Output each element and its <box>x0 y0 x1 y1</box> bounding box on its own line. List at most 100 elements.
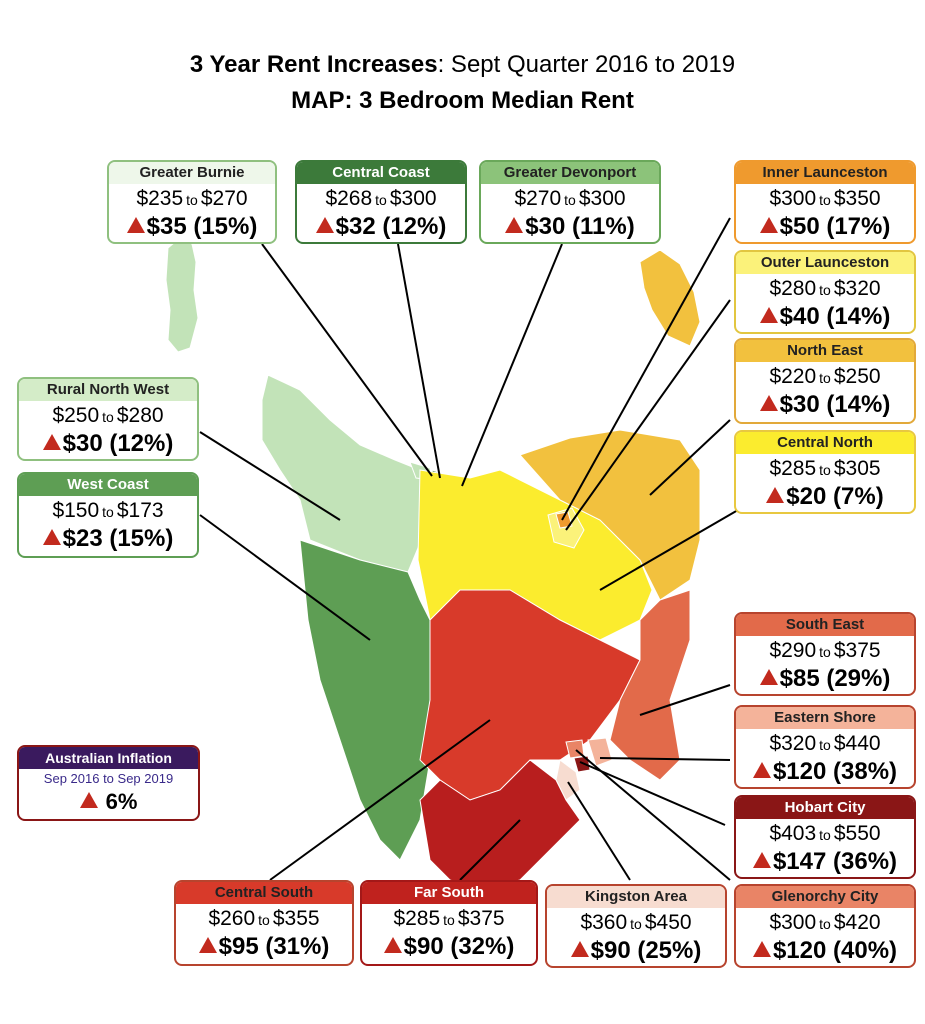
rent-to: $350 <box>833 187 881 210</box>
card-central-north: Central North $285 to $305 $20 (7%) <box>734 430 916 514</box>
card-australian-inflation: Australian Inflation Sep 2016 to Sep 201… <box>17 745 200 821</box>
to-word: to <box>375 192 387 208</box>
to-word: to <box>102 504 114 520</box>
region-rural-north-west <box>261 374 431 573</box>
to-word: to <box>564 192 576 208</box>
to-word: to <box>819 192 831 208</box>
card-title: Central North <box>736 432 914 454</box>
card-title: Hobart City <box>736 797 914 819</box>
region-inner-launceston <box>555 511 573 529</box>
rent-to: $375 <box>833 639 881 662</box>
card-greater-burnie: Greater Burnie $235 to $270 $35 (15%) <box>107 160 277 244</box>
rent-from: $220 <box>769 365 817 388</box>
rent-increase: $35 (15%) <box>146 213 258 240</box>
increase-triangle-icon <box>42 529 61 545</box>
card-central-coast: Central Coast $268 to $300 $32 (12%) <box>295 160 467 244</box>
rent-from: $360 <box>580 911 628 934</box>
region-hobart-city <box>573 755 591 773</box>
rent-to: $270 <box>200 187 248 210</box>
rent-to: $440 <box>833 732 881 755</box>
to-word: to <box>819 282 831 298</box>
rent-increase: $30 (12%) <box>62 430 174 457</box>
increase-triangle-icon <box>759 669 778 685</box>
rent-to: $375 <box>457 907 505 930</box>
rent-from: $320 <box>769 732 817 755</box>
inflation-title: Australian Inflation <box>19 747 198 769</box>
rent-to: $300 <box>389 187 437 210</box>
rent-to: $280 <box>116 404 164 427</box>
increase-triangle-icon <box>383 937 402 953</box>
card-eastern-shore: Eastern Shore $320 to $440 $120 (38%) <box>734 705 916 789</box>
rent-from: $300 <box>769 187 817 210</box>
increase-triangle-icon <box>759 395 778 411</box>
card-far-south: Far South $285 to $375 $90 (32%) <box>360 880 538 966</box>
card-title: Rural North West <box>19 379 197 401</box>
to-word: to <box>102 409 114 425</box>
rent-increase: $95 (31%) <box>218 933 330 960</box>
card-west-coast: West Coast $150 to $173 $23 (15%) <box>17 472 199 558</box>
region-eastern-shore <box>587 737 613 767</box>
to-word: to <box>819 462 831 478</box>
card-hobart-city: Hobart City $403 to $550 $147 (36%) <box>734 795 916 879</box>
rent-to: $320 <box>833 277 881 300</box>
card-inner-launceston: Inner Launceston $300 to $350 $50 (17%) <box>734 160 916 244</box>
rent-increase: $120 (40%) <box>772 937 898 964</box>
card-title: Central Coast <box>297 162 465 184</box>
increase-triangle-icon <box>79 792 98 808</box>
rent-to: $450 <box>644 911 692 934</box>
rent-from: $300 <box>769 911 817 934</box>
increase-triangle-icon <box>198 937 217 953</box>
card-title: Glenorchy City <box>736 886 914 908</box>
rent-increase: $120 (38%) <box>772 758 898 785</box>
card-title: North East <box>736 340 914 362</box>
rent-increase: $32 (12%) <box>335 213 447 240</box>
rent-to: $550 <box>833 822 881 845</box>
rent-increase: $20 (7%) <box>786 483 884 510</box>
card-title: Greater Devonport <box>481 162 659 184</box>
rent-increase: $50 (17%) <box>779 213 891 240</box>
rent-from: $235 <box>136 187 184 210</box>
to-word: to <box>443 912 455 928</box>
to-word: to <box>258 912 270 928</box>
rent-from: $280 <box>769 277 817 300</box>
increase-triangle-icon <box>759 307 778 323</box>
to-word: to <box>819 737 831 753</box>
card-outer-launceston: Outer Launceston $280 to $320 $40 (14%) <box>734 250 916 334</box>
rent-increase: $30 (11%) <box>525 213 635 240</box>
increase-triangle-icon <box>126 217 145 233</box>
card-title: Inner Launceston <box>736 162 914 184</box>
card-glenorchy-city: Glenorchy City $300 to $420 $120 (40%) <box>734 884 916 968</box>
rent-increase: $85 (29%) <box>779 665 891 692</box>
to-word: to <box>819 827 831 843</box>
rent-from: $403 <box>769 822 817 845</box>
rent-to: $173 <box>116 499 164 522</box>
card-title: South East <box>736 614 914 636</box>
rent-increase: $30 (14%) <box>779 391 891 418</box>
rent-from: $270 <box>514 187 562 210</box>
map-title-line1: 3 Year Rent Increases: Sept Quarter 2016… <box>0 50 925 80</box>
rent-increase: $147 (36%) <box>772 848 898 875</box>
increase-triangle-icon <box>570 941 589 957</box>
card-title: Central South <box>176 882 352 904</box>
rent-increase: $90 (25%) <box>590 937 702 964</box>
leader-lines <box>199 217 739 881</box>
increase-triangle-icon <box>752 762 771 778</box>
rent-from: $290 <box>769 639 817 662</box>
rent-to: $300 <box>578 187 626 210</box>
title-bold-part: 3 Year Rent Increases <box>189 51 438 78</box>
title-rest-part: : Sept Quarter 2016 to 2019 <box>437 51 736 78</box>
card-kingston-area: Kingston Area $360 to $450 $90 (25%) <box>545 884 727 968</box>
increase-triangle-icon <box>752 852 771 868</box>
increase-triangle-icon <box>505 217 524 233</box>
increase-triangle-icon <box>42 434 61 450</box>
rent-to: $305 <box>833 457 881 480</box>
card-south-east: South East $290 to $375 $85 (29%) <box>734 612 916 696</box>
card-north-east: North East $220 to $250 $30 (14%) <box>734 338 916 424</box>
region-south-east <box>609 589 691 781</box>
rent-from: $250 <box>52 404 100 427</box>
card-central-south: Central South $260 to $355 $95 (31%) <box>174 880 354 966</box>
rent-to: $355 <box>272 907 320 930</box>
increase-triangle-icon <box>766 487 785 503</box>
rent-from: $268 <box>325 187 373 210</box>
